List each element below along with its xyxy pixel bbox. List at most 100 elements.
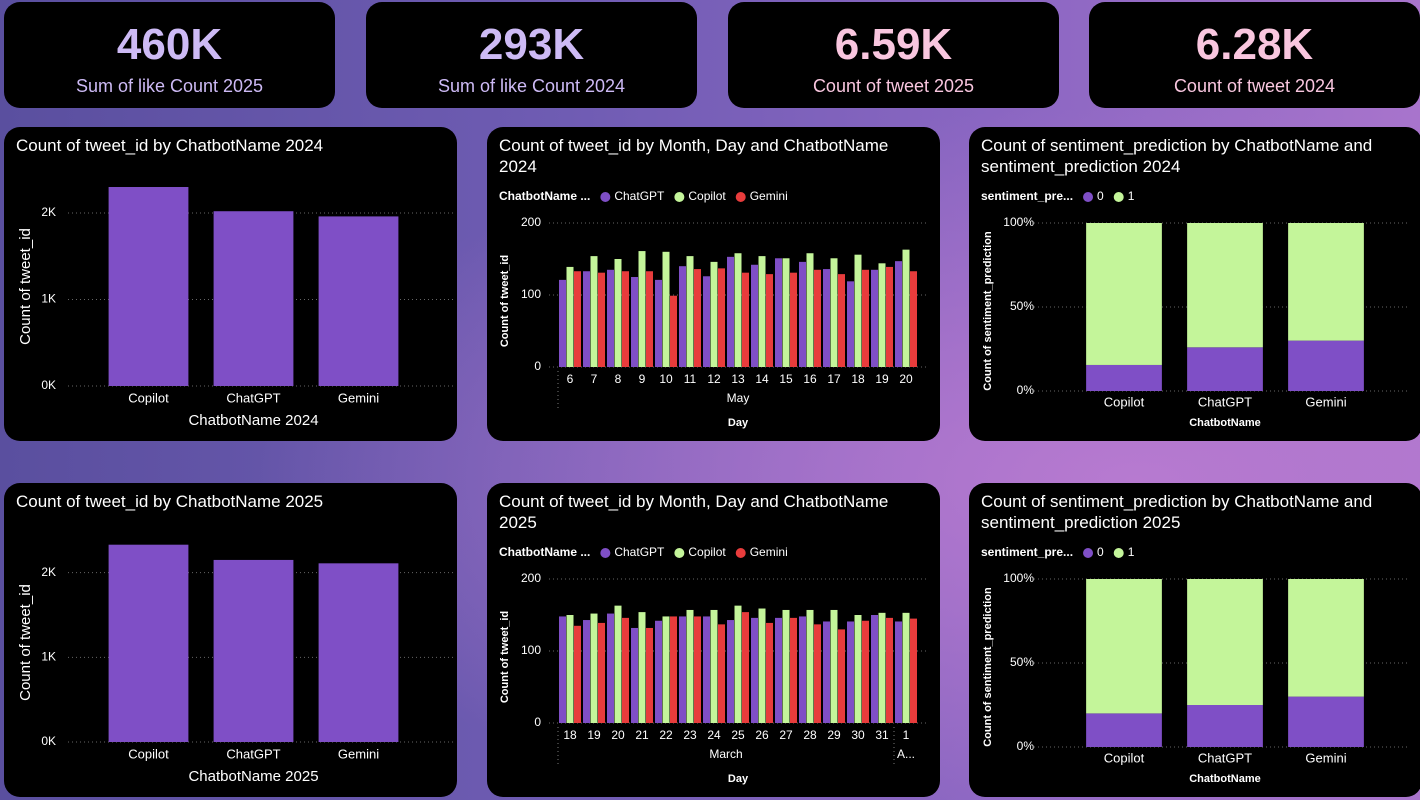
chart-title: Count of sentiment_prediction by Chatbot… xyxy=(981,492,1373,532)
bar xyxy=(871,615,878,723)
x-tick-label: 19 xyxy=(587,728,601,742)
bar xyxy=(703,616,710,723)
bar-segment xyxy=(1187,579,1263,705)
x-tick-label: ChatGPT xyxy=(1198,394,1252,409)
bar xyxy=(614,605,622,723)
x-tick-label: 9 xyxy=(639,372,646,386)
bar xyxy=(622,271,629,367)
legend-marker xyxy=(1113,192,1124,202)
bar xyxy=(718,268,725,367)
x-tick-label: 25 xyxy=(731,728,745,742)
bar xyxy=(782,258,790,367)
x-tick-label: 31 xyxy=(875,728,889,742)
bar xyxy=(790,272,797,367)
bar xyxy=(854,615,862,723)
y-tick-label: 50% xyxy=(1010,655,1034,669)
legend-marker xyxy=(1113,548,1124,558)
bar-segment xyxy=(1288,223,1364,341)
x-tick-label: 13 xyxy=(731,372,745,386)
x-tick-label: ChatGPT xyxy=(1198,750,1252,765)
legend-label: 1 xyxy=(1128,545,1135,559)
bar xyxy=(108,187,189,386)
x-tick-label: Gemini xyxy=(338,746,379,761)
bar xyxy=(742,612,749,723)
chart-panel: ChatbotName ... ChatGPT Copilot Gemini 0 100 2… xyxy=(487,127,940,441)
bar xyxy=(727,620,734,723)
y-tick-label: 200 xyxy=(521,215,541,229)
bar xyxy=(655,279,662,367)
chart-panel: sentiment_pre... 0 1 0% 50% 100% Copilot ChatGP… xyxy=(969,483,1420,797)
bar xyxy=(766,622,773,723)
bar xyxy=(910,618,917,723)
kpi-label: Count of tweet 2024 xyxy=(1173,76,1336,96)
y-tick-label: 100 xyxy=(521,643,541,657)
legend-label: Copilot xyxy=(688,189,726,203)
bar-segment xyxy=(1086,579,1162,714)
x-tick-label: 17 xyxy=(827,372,841,386)
bar xyxy=(814,269,821,367)
y-tick-label: 0 xyxy=(534,359,541,373)
x-tick-label: 15 xyxy=(779,372,793,386)
x-tick-label: 14 xyxy=(755,372,769,386)
y-tick-label: 1K xyxy=(41,649,56,663)
kpi-card: 6.59K Count of tweet 2025 xyxy=(728,2,1059,108)
bar xyxy=(878,612,886,723)
chart: ChatbotName ... ChatGPT Copilot Gemini 0 100 2… xyxy=(499,545,927,785)
y-axis-title: Count of tweet_id xyxy=(17,584,34,701)
y-tick-label: 2K xyxy=(41,565,56,579)
y-axis-title: Count of sentiment_prediction xyxy=(982,587,994,747)
bar xyxy=(590,613,598,723)
bar xyxy=(806,609,814,723)
x-axis-title: ChatbotName 2024 xyxy=(188,412,318,429)
bar xyxy=(213,559,294,742)
y-tick-label: 50% xyxy=(1010,299,1034,313)
bar xyxy=(799,616,806,723)
bar xyxy=(718,624,725,723)
month-label: A... xyxy=(897,747,915,761)
bar xyxy=(655,620,662,723)
bar xyxy=(862,620,869,723)
bar xyxy=(670,295,677,367)
y-tick-label: 0 xyxy=(534,715,541,729)
kpi-label: Sum of like Count 2024 xyxy=(437,76,626,96)
bar xyxy=(814,624,821,723)
bar xyxy=(838,629,845,723)
bar xyxy=(598,272,605,367)
x-tick-label: 6 xyxy=(567,372,574,386)
legend-marker xyxy=(1083,548,1094,558)
bar xyxy=(638,612,646,723)
bar xyxy=(782,609,790,723)
legend-label: Gemini xyxy=(750,545,788,559)
y-tick-label: 1K xyxy=(41,292,56,306)
bar-segment xyxy=(1187,347,1263,391)
legend-label: Copilot xyxy=(688,545,726,559)
bar xyxy=(662,251,670,367)
bar xyxy=(862,269,869,367)
x-axis-title: Day xyxy=(728,773,749,785)
x-tick-label: 21 xyxy=(635,728,649,742)
bar xyxy=(823,621,830,723)
bar xyxy=(910,271,917,367)
bar-segment xyxy=(1288,340,1364,391)
legend-title: sentiment_pre... xyxy=(981,545,1073,559)
y-axis-title: Count of tweet_id xyxy=(499,255,511,347)
bar-segment xyxy=(1187,223,1263,348)
chart-panel: sentiment_pre... 0 1 0% 50% 100% Copilot ChatGP… xyxy=(969,127,1420,441)
x-tick-label: 18 xyxy=(563,728,577,742)
bar xyxy=(871,269,878,367)
x-tick-label: Copilot xyxy=(1104,394,1145,409)
legend-label: ChatGPT xyxy=(614,189,665,203)
kpi-value: 6.59K xyxy=(834,20,953,69)
bar xyxy=(108,544,189,742)
bar-segment xyxy=(1187,705,1263,747)
x-tick-label: 12 xyxy=(707,372,721,386)
bar xyxy=(734,253,742,367)
chart: 0K 1K 2K Copilot ChatGPT Gemini ChatbotName 20… xyxy=(17,544,454,785)
x-tick-label: ChatGPT xyxy=(226,746,280,761)
x-tick-label: 30 xyxy=(851,728,865,742)
y-tick-label: 200 xyxy=(521,571,541,585)
chart-panel: ChatbotName ... ChatGPT Copilot Gemini 0 100 2… xyxy=(487,483,940,797)
bar xyxy=(318,563,399,742)
bar xyxy=(213,211,294,386)
bar xyxy=(854,254,862,367)
